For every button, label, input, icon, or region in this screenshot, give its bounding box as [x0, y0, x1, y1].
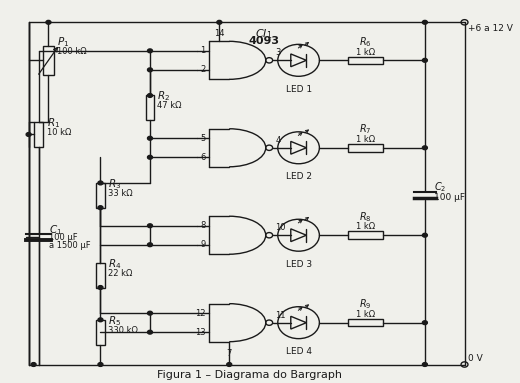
Bar [146, 95, 154, 120]
Circle shape [98, 363, 103, 367]
Text: $R_7$: $R_7$ [359, 123, 372, 136]
Text: 100 kΩ: 100 kΩ [57, 47, 87, 56]
Text: 1 kΩ: 1 kΩ [356, 135, 375, 144]
Text: 8: 8 [200, 221, 205, 230]
Bar [348, 57, 383, 64]
Circle shape [227, 363, 232, 367]
Text: 14: 14 [214, 29, 225, 38]
Text: Figura 1 – Diagrama do Bargraph: Figura 1 – Diagrama do Bargraph [157, 370, 342, 380]
Bar [96, 320, 105, 345]
Circle shape [422, 146, 427, 150]
Bar [34, 122, 43, 147]
Text: 4093: 4093 [249, 36, 279, 46]
Text: 2: 2 [200, 65, 205, 74]
Circle shape [98, 181, 103, 185]
Text: 0 V: 0 V [469, 354, 483, 363]
Text: 13: 13 [195, 328, 205, 337]
Circle shape [148, 49, 152, 53]
Text: 7: 7 [227, 349, 232, 358]
Text: LED 2: LED 2 [285, 172, 311, 182]
Circle shape [148, 330, 152, 334]
Text: $R_8$: $R_8$ [359, 210, 372, 224]
Text: LED 3: LED 3 [285, 260, 311, 269]
Text: $R_5$: $R_5$ [108, 314, 121, 328]
Circle shape [26, 133, 31, 136]
Text: $R_6$: $R_6$ [359, 35, 372, 49]
Circle shape [422, 20, 427, 24]
Text: 47 kΩ: 47 kΩ [158, 101, 182, 110]
Bar [96, 183, 105, 208]
Text: 1 kΩ: 1 kΩ [356, 310, 375, 319]
Text: 10: 10 [275, 223, 285, 232]
Text: LED 4: LED 4 [285, 347, 311, 357]
Circle shape [31, 363, 36, 367]
Text: 6: 6 [200, 153, 205, 162]
Text: 11: 11 [275, 311, 285, 320]
Text: a 1500 μF: a 1500 μF [49, 241, 91, 250]
Circle shape [148, 136, 152, 140]
Circle shape [98, 286, 103, 290]
Circle shape [217, 20, 222, 24]
Text: 12: 12 [195, 309, 205, 318]
Bar [348, 231, 383, 239]
Text: $R_2$: $R_2$ [158, 90, 171, 103]
Circle shape [422, 233, 427, 237]
Bar [348, 319, 383, 326]
Circle shape [98, 318, 103, 322]
Circle shape [46, 20, 51, 24]
Bar [43, 46, 54, 75]
Bar [96, 263, 105, 288]
Text: $CI_1$: $CI_1$ [255, 27, 272, 41]
Text: 100 μF: 100 μF [49, 233, 78, 242]
Circle shape [148, 243, 152, 247]
Circle shape [98, 206, 103, 210]
Circle shape [148, 311, 152, 315]
Text: 3: 3 [275, 48, 280, 57]
Circle shape [422, 321, 427, 324]
Text: $R_4$: $R_4$ [108, 257, 121, 271]
Text: 9: 9 [200, 240, 205, 249]
Text: 33 kΩ: 33 kΩ [108, 189, 133, 198]
Text: 1: 1 [200, 46, 205, 55]
Text: 100 μF: 100 μF [434, 193, 465, 202]
Text: LED 1: LED 1 [285, 85, 311, 94]
Circle shape [148, 155, 152, 159]
Text: 1 kΩ: 1 kΩ [356, 47, 375, 57]
Text: $R_3$: $R_3$ [108, 177, 121, 191]
Text: 22 kΩ: 22 kΩ [108, 269, 132, 278]
Text: $C_2$: $C_2$ [434, 180, 446, 194]
Circle shape [148, 68, 152, 72]
Text: 330 kΩ: 330 kΩ [108, 326, 138, 335]
Text: $C_1$: $C_1$ [49, 223, 63, 237]
Text: +6 a 12 V: +6 a 12 V [469, 23, 513, 33]
Circle shape [422, 363, 427, 367]
Text: 10 kΩ: 10 kΩ [47, 128, 72, 137]
Text: 4: 4 [275, 136, 280, 145]
Text: 1 kΩ: 1 kΩ [356, 223, 375, 231]
Circle shape [422, 59, 427, 62]
Circle shape [148, 224, 152, 228]
Text: $R_1$: $R_1$ [47, 116, 61, 130]
Text: 5: 5 [200, 134, 205, 143]
Text: $P_1$: $P_1$ [57, 35, 70, 49]
Bar [348, 144, 383, 152]
Text: $R_9$: $R_9$ [359, 298, 372, 311]
Circle shape [148, 93, 152, 97]
